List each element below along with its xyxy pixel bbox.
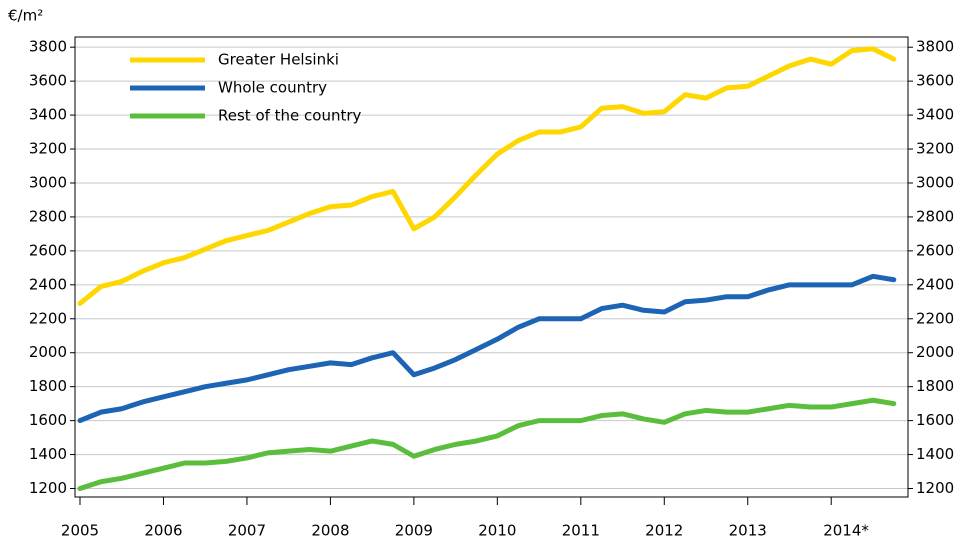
y2-tick-label: 3600 <box>916 72 954 90</box>
y-axis-label: €/m² <box>8 7 43 25</box>
y2-tick-label: 2800 <box>916 207 954 225</box>
y2-tick-label: 1800 <box>916 377 954 395</box>
y2-tick-label: 2200 <box>916 309 954 327</box>
y-tick-label: 3200 <box>29 140 67 158</box>
y-tick-label: 1800 <box>29 377 67 395</box>
y2-tick-label: 3800 <box>916 38 954 56</box>
y-tick-label: 1200 <box>29 479 67 497</box>
y2-tick-label: 1200 <box>916 479 954 497</box>
series-line <box>77 397 897 492</box>
y-tick-label: 2400 <box>29 275 67 293</box>
legend-item: Greater Helsinki <box>130 51 339 69</box>
legend-item: Whole country <box>130 79 327 97</box>
y-tick-label: 2000 <box>29 343 67 361</box>
y-tick-label: 3400 <box>29 106 67 124</box>
y-tick-label: 2200 <box>29 309 67 327</box>
y2-tick-label: 3400 <box>916 106 954 124</box>
y-tick-label: 3000 <box>29 173 67 191</box>
x-tick-label: 2005 <box>61 522 99 540</box>
y2-tick-label: 3000 <box>916 173 954 191</box>
y2-tick-label: 1400 <box>916 445 954 463</box>
x-tick-label: 2013 <box>729 522 767 540</box>
x-tick-label: 2008 <box>311 522 349 540</box>
y-tick-label: 1400 <box>29 445 67 463</box>
legend-label: Greater Helsinki <box>218 51 339 69</box>
plot-frame <box>74 36 909 498</box>
y-tick-label: 3600 <box>29 72 67 90</box>
legend-label: Rest of the country <box>218 107 362 125</box>
series-line <box>77 46 897 306</box>
x-tick-label: 2011 <box>562 522 600 540</box>
series-line <box>77 273 897 424</box>
y-tick-label: 3800 <box>29 38 67 56</box>
y2-tick-label: 1600 <box>916 411 954 429</box>
x-tick-label: 2006 <box>144 522 182 540</box>
x-tick-label: 2012 <box>645 522 683 540</box>
y2-tick-label: 3200 <box>916 140 954 158</box>
y-tick-label: 2800 <box>29 207 67 225</box>
x-tick-label: 2007 <box>228 522 266 540</box>
y2-tick-label: 2400 <box>916 275 954 293</box>
y2-tick-label: 2000 <box>916 343 954 361</box>
x-tick-label: 2009 <box>395 522 433 540</box>
y-tick-label: 2600 <box>29 241 67 259</box>
x-tick-label: 2014* <box>823 522 869 540</box>
x-tick-label: 2010 <box>478 522 516 540</box>
legend-label: Whole country <box>218 79 327 97</box>
y-tick-label: 1600 <box>29 411 67 429</box>
y2-tick-label: 2600 <box>916 241 954 259</box>
legend-item: Rest of the country <box>130 107 362 125</box>
